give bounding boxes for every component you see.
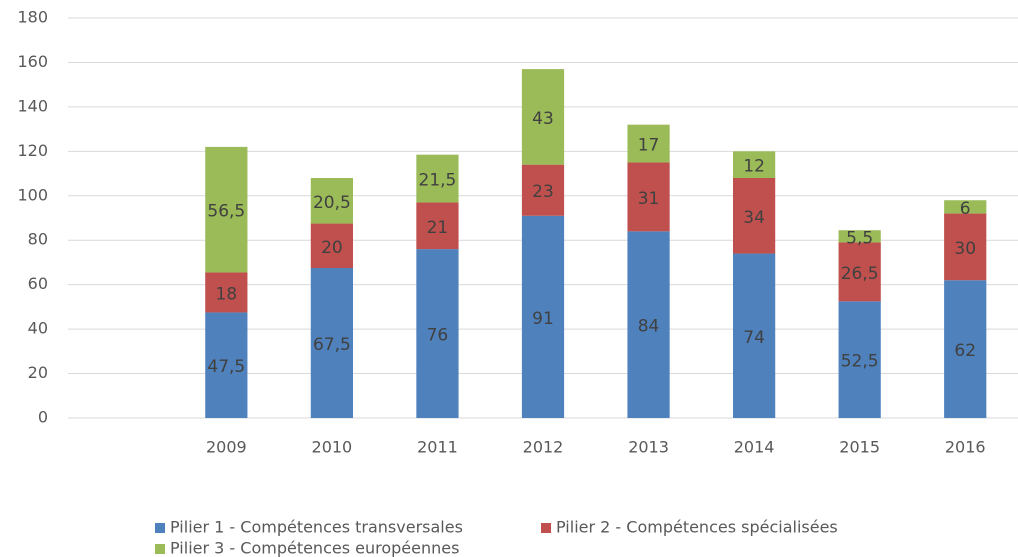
- bar-segment: [521, 215, 565, 418]
- data-label: 6: [960, 199, 971, 219]
- bar-segment: [205, 272, 248, 313]
- bar-segment: [416, 202, 459, 250]
- bar-segment: [521, 164, 565, 216]
- bar-segment: [944, 200, 987, 214]
- data-label: 30: [954, 239, 976, 259]
- data-label: 18: [216, 284, 238, 304]
- x-tick-label: 2014: [734, 438, 775, 457]
- bar-segment: [205, 146, 248, 273]
- data-label: 21,5: [419, 171, 457, 191]
- bar-segment: [733, 253, 776, 418]
- legend-label: Pilier 2 - Compétences spécialisées: [556, 518, 838, 537]
- legend-swatch: [155, 544, 165, 554]
- data-label: 12: [743, 157, 765, 177]
- data-label: 20,5: [313, 193, 351, 213]
- data-label: 20: [321, 238, 343, 258]
- y-tick-label: 40: [28, 319, 48, 338]
- bar-segment: [627, 162, 670, 232]
- bar-segment: [944, 213, 987, 281]
- legend-label: Pilier 3 - Compétences européennes: [170, 539, 459, 557]
- x-tick-label: 2010: [312, 438, 353, 457]
- data-label: 84: [638, 317, 660, 337]
- bar-segment: [310, 268, 353, 418]
- data-label: 17: [638, 136, 660, 156]
- bar-segment: [310, 223, 353, 268]
- bar-segment: [838, 230, 881, 243]
- y-tick-label: 20: [28, 363, 48, 382]
- bar-segment: [521, 69, 565, 165]
- data-label: 34: [743, 208, 765, 228]
- y-tick-label: 140: [17, 96, 48, 115]
- bar-segment: [944, 280, 987, 418]
- legend-label: Pilier 1 - Compétences transversales: [170, 518, 463, 537]
- legend-swatch: [155, 523, 165, 533]
- bar-segment: [416, 249, 459, 418]
- data-label: 5,5: [846, 228, 873, 248]
- data-label: 47,5: [207, 357, 245, 377]
- data-label: 23: [532, 182, 554, 202]
- bar-segment: [838, 242, 881, 302]
- bar-segment: [310, 178, 353, 224]
- y-tick-label: 100: [17, 185, 48, 204]
- legend-swatch: [541, 523, 551, 533]
- x-tick-label: 2016: [945, 438, 986, 457]
- x-tick-label: 2013: [628, 438, 669, 457]
- bar-segment: [416, 154, 459, 203]
- x-tick-label: 2012: [523, 438, 564, 457]
- data-label: 56,5: [207, 202, 245, 222]
- x-tick-label: 2015: [839, 438, 880, 457]
- bar-segment: [627, 231, 670, 418]
- bar-segment: [733, 178, 776, 254]
- y-tick-label: 60: [28, 274, 48, 293]
- y-tick-label: 120: [17, 141, 48, 160]
- data-label: 74: [743, 328, 765, 348]
- x-tick-label: 2011: [417, 438, 458, 457]
- data-label: 26,5: [841, 264, 879, 284]
- bar-segment: [733, 151, 776, 178]
- y-tick-label: 0: [38, 408, 48, 427]
- bar-segment: [838, 301, 881, 418]
- data-label: 62: [954, 341, 976, 361]
- x-tick-label: 2009: [206, 438, 247, 457]
- data-label: 67,5: [313, 335, 351, 355]
- bar-segment: [205, 312, 248, 418]
- bar-segment: [627, 124, 670, 163]
- data-label: 52,5: [841, 352, 879, 372]
- y-tick-label: 180: [17, 8, 48, 27]
- y-tick-label: 80: [28, 230, 48, 249]
- data-label: 31: [638, 189, 660, 209]
- data-label: 43: [532, 109, 554, 129]
- data-label: 76: [427, 326, 449, 346]
- data-label: 91: [532, 309, 554, 329]
- data-label: 21: [427, 218, 449, 238]
- y-tick-label: 160: [17, 52, 48, 71]
